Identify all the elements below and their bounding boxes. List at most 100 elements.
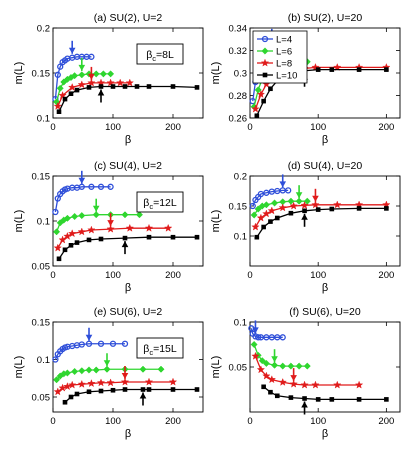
data-point xyxy=(168,377,178,386)
data-point xyxy=(315,397,321,402)
y-tick-label: 0.1 xyxy=(234,318,247,329)
data-point xyxy=(53,228,61,236)
x-tick-label: 0 xyxy=(50,416,55,427)
x-tick-label: 200 xyxy=(165,122,181,133)
data-point xyxy=(85,366,93,374)
data-point xyxy=(295,197,303,205)
data-point xyxy=(268,219,273,224)
y-tick-label: 0.15 xyxy=(32,172,51,183)
data-point xyxy=(256,365,266,374)
data-point xyxy=(110,387,116,393)
beta-c-arrow xyxy=(295,185,303,199)
data-point xyxy=(58,91,67,100)
panel-f: (f) SU(6), U=20 0 100 200 0.05 0.1 β m(L) xyxy=(210,306,401,440)
data-point xyxy=(194,234,200,240)
y-tick-label: 0.1 xyxy=(37,217,50,228)
data-point xyxy=(87,225,96,234)
panel-b: (b) SU(2), U=20 0 100 200 0.26 0.28 0.3 0.32 0.3… xyxy=(210,12,401,146)
data-point xyxy=(311,200,320,209)
data-point xyxy=(52,208,59,216)
x-tick-label: 100 xyxy=(105,270,121,281)
data-point xyxy=(92,70,100,78)
x-tick-label: 0 xyxy=(247,270,252,281)
data-point xyxy=(254,113,260,119)
data-point xyxy=(98,84,104,89)
data-point xyxy=(254,205,262,213)
data-point xyxy=(71,212,79,221)
data-point xyxy=(53,243,62,252)
data-point xyxy=(110,84,116,89)
beta-c-arrow xyxy=(312,188,319,202)
annotation-box xyxy=(136,191,184,213)
data-point xyxy=(278,203,287,212)
annotation-text: βc=15L xyxy=(143,343,177,357)
data-point xyxy=(261,98,266,104)
y-tick-label: 0.26 xyxy=(229,114,248,125)
data-point xyxy=(274,393,280,399)
data-point xyxy=(116,78,125,87)
data-point xyxy=(256,213,266,222)
data-point xyxy=(146,234,152,240)
data-point xyxy=(146,84,152,89)
data-point xyxy=(86,85,92,90)
data-point xyxy=(77,80,86,89)
data-point xyxy=(125,78,134,87)
data-point xyxy=(56,109,62,114)
y-tick-label: 0.05 xyxy=(229,363,248,374)
data-point xyxy=(68,380,77,389)
data-point xyxy=(62,247,68,253)
panel-d: (d) SU(4), U=20 0 100 200 0.1 0.15 0.2 β m(L) xyxy=(210,160,401,294)
data-point xyxy=(170,387,176,392)
x-tick-label: 0 xyxy=(50,122,55,133)
series-line xyxy=(254,355,360,386)
x-tick-label: 100 xyxy=(310,122,326,133)
data-point xyxy=(329,397,335,402)
x-tick-label: 0 xyxy=(247,122,252,133)
axes-box xyxy=(52,321,204,413)
data-point xyxy=(157,365,165,373)
data-point xyxy=(311,380,320,389)
x-tick-label: 0 xyxy=(50,270,55,281)
data-point xyxy=(170,234,176,240)
data-point xyxy=(300,380,309,389)
y-tick-label: 0.34 xyxy=(229,24,248,35)
beta-c-arrow xyxy=(301,213,308,227)
data-point xyxy=(262,359,270,367)
legend-marker xyxy=(261,35,269,43)
annotation-box xyxy=(136,43,184,65)
data-point xyxy=(289,201,298,210)
beta-c-arrow xyxy=(279,174,287,188)
data-point xyxy=(333,200,342,209)
panel-title: (a) SU(2), U=2 xyxy=(94,12,163,24)
beta-c-arrow xyxy=(121,241,129,255)
annotation-text: βc=8L xyxy=(146,49,174,63)
data-point xyxy=(354,380,364,389)
panel-title: (c) SU(4), U=2 xyxy=(94,160,162,172)
data-point xyxy=(287,197,295,205)
beta-c-arrow xyxy=(121,366,129,379)
data-point xyxy=(74,391,80,397)
y-tick-label: 0.32 xyxy=(229,46,248,57)
series-l-8 xyxy=(251,200,391,231)
x-tick-label: 200 xyxy=(378,416,394,427)
data-point xyxy=(96,378,106,387)
x-tick-label: 100 xyxy=(310,416,326,427)
data-point xyxy=(77,379,86,388)
data-point xyxy=(107,70,115,78)
data-point xyxy=(278,377,287,386)
data-point xyxy=(134,84,140,89)
data-point xyxy=(287,362,295,370)
beta-c-arrow xyxy=(301,401,308,415)
data-point xyxy=(329,206,335,212)
x-axis-label: β xyxy=(322,428,328,440)
data-point xyxy=(74,240,80,245)
data-point xyxy=(279,362,287,370)
x-axis-label: β xyxy=(322,282,328,294)
panel-c: (c) SU(4), U=2 0 100 200 0.05 0.1 0.15 β m(L) βc=… xyxy=(13,160,204,294)
y-tick-label: 0.2 xyxy=(37,24,50,35)
data-point xyxy=(88,183,95,190)
data-point xyxy=(63,369,71,377)
legend-marker xyxy=(261,47,269,55)
data-point xyxy=(86,389,92,395)
